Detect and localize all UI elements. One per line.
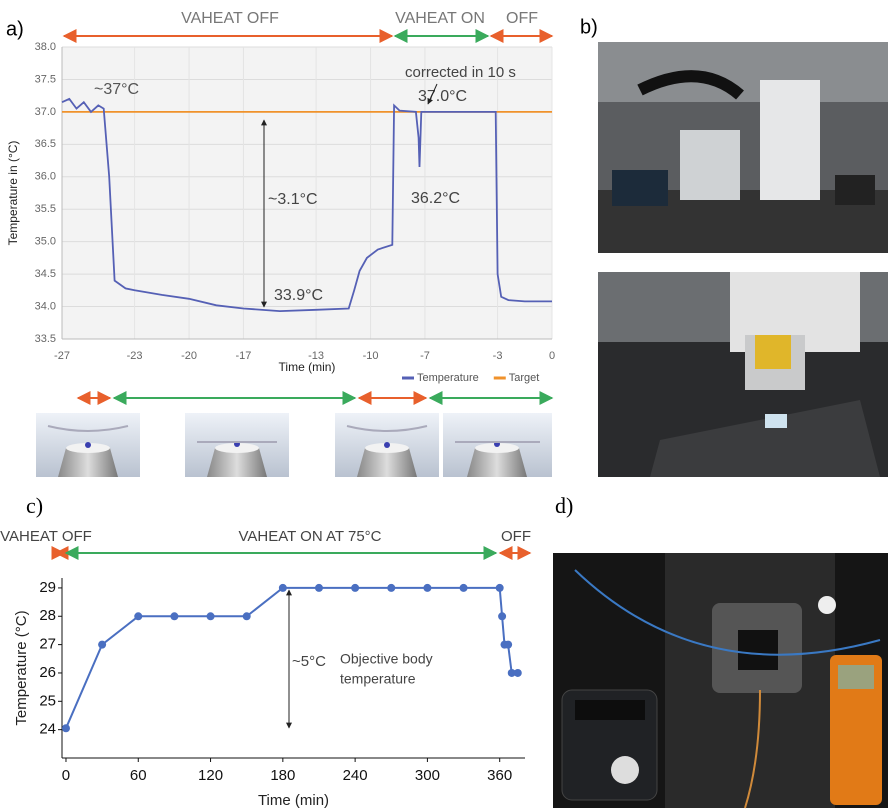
- marker: [98, 641, 106, 649]
- annotation: VAHEAT OFF: [181, 10, 279, 27]
- marker: [243, 612, 251, 620]
- y-axis-label: Temperature in (°C): [6, 141, 20, 246]
- x-tick-label: 120: [198, 767, 223, 784]
- annotation: VAHEAT ON: [395, 10, 485, 27]
- photo: [598, 272, 888, 477]
- page: a) b) c) d): [0, 0, 891, 810]
- x-tick-label: 60: [130, 767, 147, 784]
- marker: [351, 584, 359, 592]
- x-tick-label: -10: [363, 350, 379, 362]
- marker: [496, 584, 504, 592]
- x-tick-label: -27: [54, 350, 70, 362]
- x-axis-label: Time (min): [258, 792, 329, 809]
- y-tick-label: 37.0: [35, 106, 56, 118]
- marker: [170, 612, 178, 620]
- x-tick-label: -23: [127, 350, 143, 362]
- y-tick-label: 35.0: [35, 236, 56, 248]
- annotation: corrected in 10 s: [405, 64, 516, 81]
- marker: [62, 724, 70, 732]
- objective-illustration: [335, 413, 439, 477]
- x-tick-label: 0: [62, 767, 70, 784]
- marker: [504, 641, 512, 649]
- annotation: OFF: [506, 10, 538, 27]
- photo: [598, 42, 888, 253]
- y-tick-label: 35.5: [35, 203, 56, 215]
- y-tick-label: 25: [39, 692, 56, 709]
- marker: [387, 584, 395, 592]
- y-tick-label: 34.5: [35, 268, 56, 280]
- x-tick-label: 180: [270, 767, 295, 784]
- marker: [134, 612, 142, 620]
- annotation: Objective body: [340, 651, 433, 667]
- marker: [514, 669, 522, 677]
- photo: [553, 553, 888, 808]
- y-tick-label: 34.0: [35, 300, 56, 312]
- annotation: ~37°C: [94, 81, 139, 98]
- x-tick-label: 240: [343, 767, 368, 784]
- legend-label: Temperature: [417, 372, 479, 384]
- x-tick-label: -7: [420, 350, 430, 362]
- marker: [423, 584, 431, 592]
- panel-label: a): [6, 18, 24, 40]
- panel-label: b): [580, 16, 598, 38]
- y-tick-label: 33.5: [35, 333, 56, 345]
- annotation: ~3.1°C: [268, 191, 318, 208]
- y-tick-label: 29: [39, 579, 56, 596]
- legend-label: Target: [509, 372, 540, 384]
- y-tick-label: 26: [39, 664, 56, 681]
- y-tick-label: 38.0: [35, 41, 56, 53]
- marker: [498, 612, 506, 620]
- x-tick-label: -3: [493, 350, 503, 362]
- y-tick-label: 27: [39, 636, 56, 653]
- x-tick-label: -20: [181, 350, 197, 362]
- y-axis-label: Temperature (°C): [13, 610, 30, 725]
- annotation: ~5°C: [292, 653, 326, 670]
- x-tick-label: 300: [415, 767, 440, 784]
- x-tick-label: 360: [487, 767, 512, 784]
- annotation: VAHEAT OFF: [0, 528, 92, 545]
- marker: [460, 584, 468, 592]
- objective-illustration: [185, 413, 289, 477]
- objective-illustration: [36, 413, 140, 477]
- x-tick-label: -17: [236, 350, 252, 362]
- annotation: VAHEAT ON AT 75°C: [239, 528, 382, 545]
- y-tick-label: 28: [39, 607, 56, 624]
- annotation: 33.9°C: [274, 287, 323, 304]
- x-axis-label: Time (min): [279, 360, 336, 374]
- marker: [207, 612, 215, 620]
- panel-label: c): [26, 493, 43, 518]
- marker: [279, 584, 287, 592]
- y-tick-label: 36.0: [35, 171, 56, 183]
- annotation: OFF: [501, 528, 531, 545]
- y-tick-label: 24: [39, 721, 56, 738]
- annotation: temperature: [340, 671, 416, 687]
- x-tick-label: 0: [549, 350, 555, 362]
- annotation: 36.2°C: [411, 190, 460, 207]
- figure: a) b) c) d): [0, 0, 891, 810]
- y-tick-label: 37.5: [35, 73, 56, 85]
- y-tick-label: 36.5: [35, 138, 56, 150]
- panel-label: d): [555, 493, 573, 518]
- objective-illustration: [443, 413, 552, 477]
- annotation: 37.0°C: [418, 88, 467, 105]
- marker: [315, 584, 323, 592]
